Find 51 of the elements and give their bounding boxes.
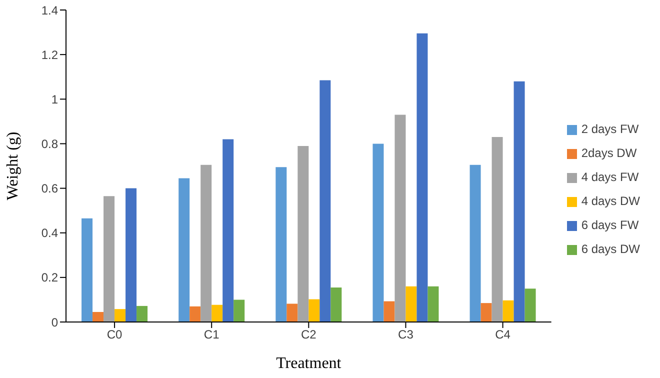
bar: [114, 309, 126, 322]
y-tick-label: 1.2: [41, 48, 58, 62]
bar: [502, 300, 514, 322]
legend-label: 6 days FW: [581, 218, 639, 232]
bar: [136, 306, 148, 322]
legend-label: 2days DW: [581, 146, 637, 160]
bar: [212, 304, 223, 322]
x-tick-label: C4: [495, 328, 511, 342]
bar: [200, 164, 212, 322]
bar: [308, 299, 320, 322]
y-tick-label: 0.8: [41, 136, 58, 151]
bar: [492, 137, 503, 322]
y-tick-label: 0: [51, 315, 58, 330]
y-tick-label: 1: [51, 92, 58, 106]
y-tick-label: 1.4: [41, 3, 58, 18]
bar: [372, 144, 384, 322]
bar: [428, 286, 439, 322]
legend-label: 4 days DW: [581, 194, 640, 208]
bar: [286, 304, 298, 322]
bar: [394, 114, 406, 322]
bar: [126, 188, 137, 322]
bar: [406, 286, 417, 322]
x-tick-label: C0: [106, 328, 123, 342]
bar: [82, 218, 93, 322]
x-axis-title: Treatment: [276, 355, 342, 372]
legend-label: 6 days DW: [581, 242, 640, 256]
x-tick-label: C2: [300, 328, 317, 342]
y-axis-title: Weight (g): [4, 132, 22, 200]
bar: [222, 139, 234, 322]
y-tick-label: 0.4: [41, 226, 58, 240]
bar: [470, 164, 481, 322]
bar: [524, 288, 536, 322]
x-tick-label: C1: [204, 328, 220, 342]
bar: [276, 167, 287, 322]
x-tick-label: C3: [398, 328, 414, 342]
bar: [384, 301, 395, 322]
bar: [178, 178, 190, 322]
legend-label: 2 days FW: [581, 122, 639, 136]
bar: [298, 146, 309, 322]
bar: [190, 306, 201, 322]
y-tick-label: 0.6: [41, 182, 58, 196]
bar: [330, 287, 342, 322]
legend-label: 4 days FW: [581, 170, 639, 184]
bar: [416, 33, 428, 322]
bar: [480, 303, 492, 322]
bar: [514, 81, 525, 322]
bar: [320, 80, 331, 322]
y-tick-label: 0.2: [41, 270, 58, 285]
bar: [92, 312, 104, 322]
bar: [234, 300, 245, 322]
bar: [104, 196, 115, 322]
